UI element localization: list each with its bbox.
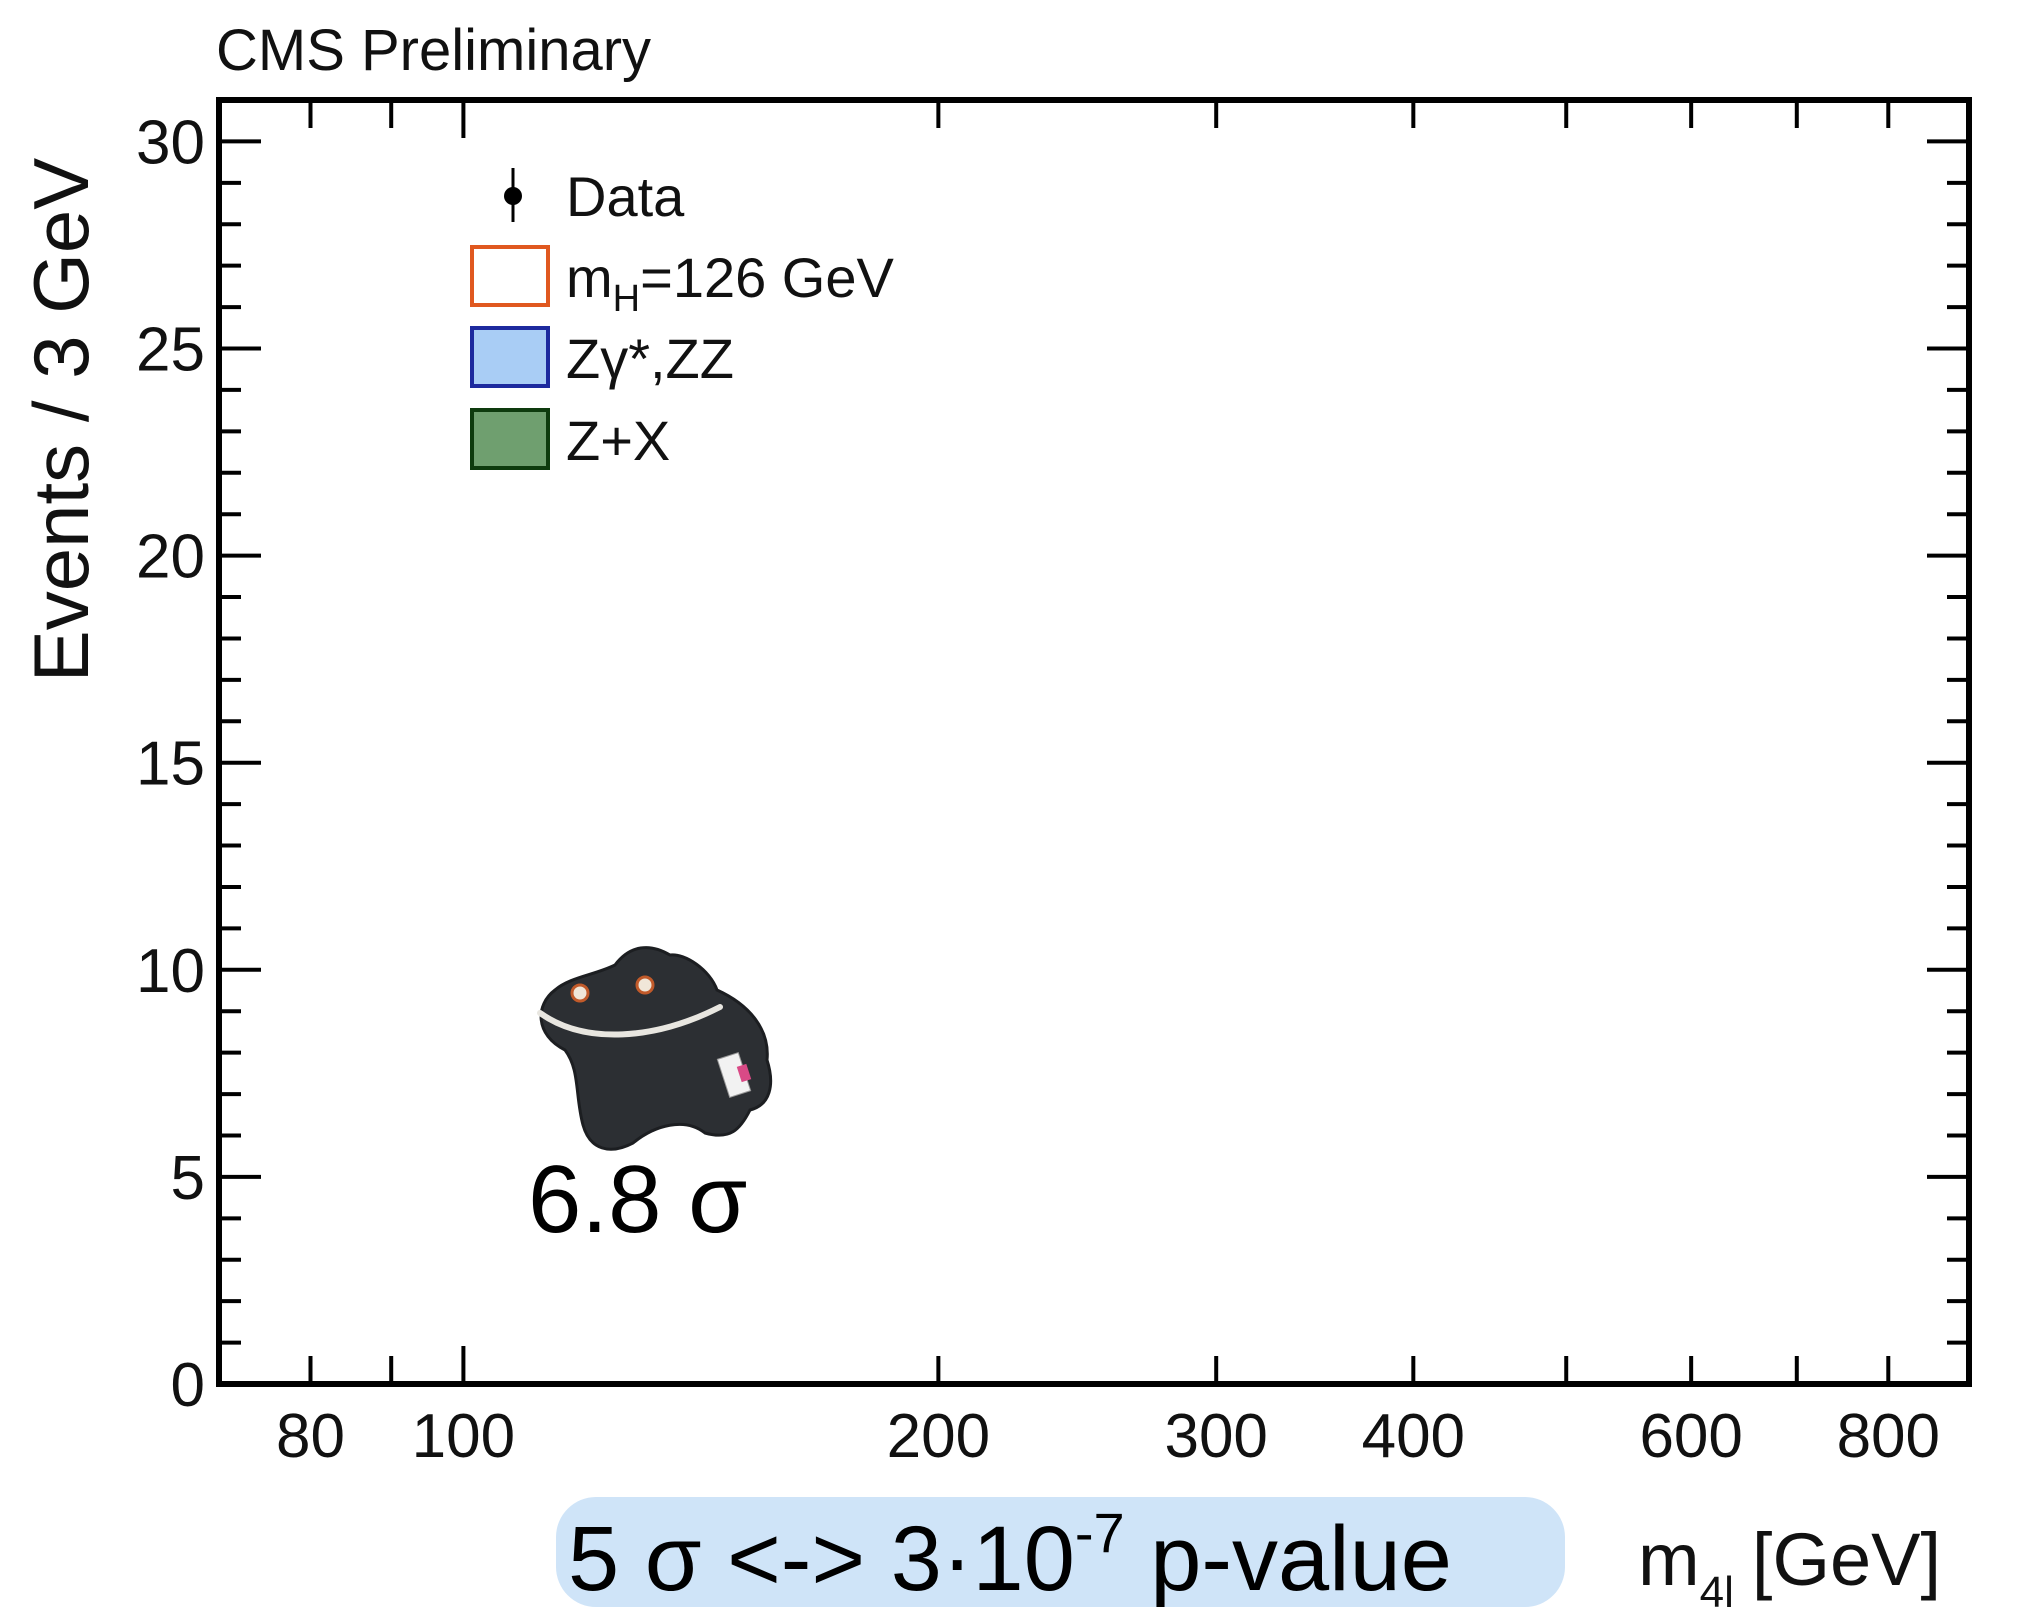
- x-axis-title: m4l [GeV]: [1638, 1518, 1941, 1607]
- y-tick-label: 5: [171, 1144, 205, 1213]
- y-axis-title: Events / 3 GeV: [17, 158, 105, 683]
- legend-swatch: [470, 326, 550, 388]
- legend-label: Z+X: [566, 409, 670, 472]
- x-tick-label: 800: [1837, 1402, 1940, 1471]
- y-tick-label: 10: [136, 937, 205, 1006]
- legend-label: Zγ*,ZZ: [566, 327, 734, 390]
- legend-data-marker: [504, 187, 522, 205]
- x-tick-label: 400: [1362, 1402, 1465, 1471]
- legend-swatch: [470, 245, 550, 307]
- axis-ticks: [219, 98, 1971, 1386]
- y-tick-label: 15: [136, 730, 205, 799]
- legend-label: mH=126 GeV: [566, 246, 895, 320]
- pvalue-note: 5 σ <-> 3·10-7 p-value: [568, 1501, 1452, 1607]
- x-tick-label: 600: [1639, 1402, 1742, 1471]
- axis-tick-labels: 0 5 10 15 20 25 30 80 100 200 300 400 600 800: [136, 108, 1940, 1471]
- pvalue-note-background: [556, 1497, 1565, 1607]
- x-tick-label: 200: [887, 1402, 990, 1471]
- x-tick-label: 80: [276, 1402, 345, 1471]
- experiment-label: CMS Preliminary: [216, 18, 651, 83]
- y-tick-label: 20: [136, 523, 205, 592]
- legend-swatch: [470, 408, 550, 470]
- x-axis-title-main: m: [1638, 1518, 1700, 1601]
- higgs-plush-icon: [537, 946, 773, 1151]
- x-axis-title-sub: 4l: [1700, 1568, 1734, 1607]
- pvalue-note-tail: p-value: [1125, 1508, 1452, 1607]
- x-tick-label: 100: [412, 1402, 515, 1471]
- x-tick-label: 300: [1164, 1402, 1267, 1471]
- plot-frame: [216, 97, 1972, 1387]
- y-tick-label: 30: [136, 108, 205, 177]
- y-tick-label: 25: [136, 316, 205, 385]
- y-tick-label: 0: [171, 1351, 205, 1420]
- significance-label: 6.8 σ: [528, 1146, 747, 1253]
- legend: Data mH=126 GeV Zγ*,ZZ Z+X: [470, 165, 895, 472]
- pvalue-note-exponent: -7: [1075, 1501, 1125, 1564]
- x-axis-title-unit: [GeV]: [1752, 1518, 1941, 1601]
- legend-label-data: Data: [566, 165, 685, 228]
- pvalue-note-main: 5 σ <-> 3·10: [568, 1508, 1075, 1607]
